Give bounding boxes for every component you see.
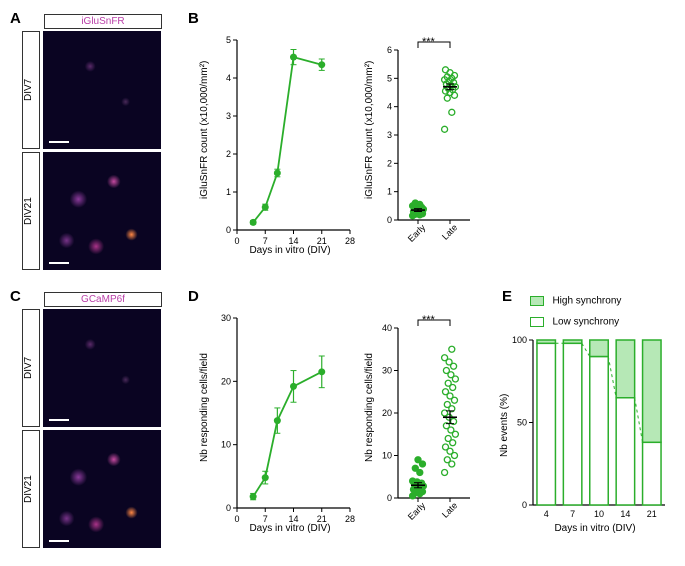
ylabel-b-scatter: iGluSnFR count (x10,000/mm²) <box>364 50 375 210</box>
channel-label-c: GCaMP6f <box>44 292 162 307</box>
panel-a-label: A <box>10 10 21 27</box>
xlabel-b-line: Days in vitro (DIV) <box>235 245 345 256</box>
svg-text:4: 4 <box>544 509 549 519</box>
svg-text:5: 5 <box>226 35 231 45</box>
channel-label-a: iGluSnFR <box>44 14 162 29</box>
panel-b-label: B <box>188 10 199 27</box>
line-chart-d: 071421280102030 <box>205 298 355 543</box>
svg-text:30: 30 <box>382 366 392 376</box>
micro-row-c2: DIV21 <box>22 430 167 548</box>
legend-low-swatch <box>530 317 544 327</box>
legend-high-swatch <box>530 296 544 306</box>
svg-text:5: 5 <box>387 73 392 83</box>
legend-low-text: Low synchrony <box>552 316 619 327</box>
line-chart-b: 07142128012345 <box>205 20 355 265</box>
scalebar <box>49 262 69 264</box>
panel-e-label: E <box>502 288 512 305</box>
svg-text:0: 0 <box>226 503 231 513</box>
panel-b-line-plot: 07142128012345 iGluSnFR count (x10,000/m… <box>205 20 355 265</box>
scalebar <box>49 141 69 143</box>
div-label-c1: DIV7 <box>22 309 40 427</box>
micro-img-c2 <box>43 430 161 548</box>
svg-text:2: 2 <box>226 149 231 159</box>
svg-text:Late: Late <box>440 222 459 241</box>
legend-high-text: High synchrony <box>552 295 621 306</box>
panel-c-label: C <box>10 288 21 305</box>
svg-text:7: 7 <box>570 509 575 519</box>
panel-a-micrographs: iGluSnFR DIV7 DIV21 <box>22 14 167 273</box>
scatter-chart-d: 0 10 20 30 40 Early Late <box>370 298 480 543</box>
panel-d-scatter-plot: 010203040EarlyLate Nb responding cells/f… <box>370 298 480 543</box>
svg-text:1: 1 <box>387 187 392 197</box>
svg-text:2: 2 <box>387 158 392 168</box>
svg-text:10: 10 <box>382 451 392 461</box>
div-label-c2: DIV21 <box>22 430 40 548</box>
div-label-a1: DIV7 <box>22 31 40 149</box>
svg-text:0: 0 <box>226 225 231 235</box>
ylabel-d-line: Nb responding cells/field <box>199 328 210 488</box>
svg-text:Early: Early <box>406 500 428 522</box>
panel-d-line-plot: 071421280102030 Nb responding cells/fiel… <box>205 298 355 543</box>
svg-text:3: 3 <box>226 111 231 121</box>
legend-high: High synchrony <box>530 292 621 310</box>
xlabel-e: Days in vitro (DIV) <box>535 523 655 534</box>
panel-c-micrographs: GCaMP6f DIV7 DIV21 <box>22 292 167 551</box>
svg-text:0: 0 <box>387 493 392 503</box>
scatter-chart-b: 0 1 2 3 4 5 6 Early Late <box>370 20 480 265</box>
panel-d-label: D <box>188 288 199 305</box>
xlabel-d-line: Days in vitro (DIV) <box>235 523 345 534</box>
panel-e-legend: High synchrony Low synchrony <box>530 292 621 334</box>
micro-row-c1: DIV7 <box>22 309 167 427</box>
ylabel-b-line: iGluSnFR count (x10,000/mm²) <box>199 50 210 210</box>
svg-text:4: 4 <box>387 102 392 112</box>
ylabel-d-scatter: Nb responding cells/field <box>364 328 375 488</box>
svg-text:3: 3 <box>387 130 392 140</box>
svg-text:6: 6 <box>387 45 392 55</box>
svg-text:100: 100 <box>512 335 527 345</box>
micro-row-a2: DIV21 <box>22 152 167 270</box>
micro-img-a2 <box>43 152 161 270</box>
svg-text:0: 0 <box>522 500 527 510</box>
svg-text:28: 28 <box>345 514 355 524</box>
div-label-a2: DIV21 <box>22 152 40 270</box>
svg-text:50: 50 <box>517 418 527 428</box>
svg-text:4: 4 <box>226 73 231 83</box>
svg-text:20: 20 <box>382 408 392 418</box>
svg-text:10: 10 <box>594 509 604 519</box>
svg-text:28: 28 <box>345 236 355 246</box>
svg-text:Late: Late <box>440 500 459 519</box>
svg-text:10: 10 <box>221 440 231 450</box>
stacked-bar-e: 0 50 100 4 7 10 14 21 <box>505 330 675 545</box>
svg-text:0: 0 <box>387 215 392 225</box>
svg-text:14: 14 <box>620 509 630 519</box>
panel-b-scatter-plot: 0123456EarlyLate iGluSnFR count (x10,000… <box>370 20 480 265</box>
scalebar <box>49 540 69 542</box>
svg-text:Early: Early <box>406 222 428 244</box>
svg-text:21: 21 <box>647 509 657 519</box>
panel-e-bar-plot: 05010047101421 Nb events (%) Days in vit… <box>505 330 675 545</box>
ylabel-e: Nb events (%) <box>499 350 510 500</box>
scalebar <box>49 419 69 421</box>
micro-img-c1 <box>43 309 161 427</box>
svg-text:30: 30 <box>221 313 231 323</box>
svg-text:40: 40 <box>382 323 392 333</box>
micro-img-a1 <box>43 31 161 149</box>
svg-text:20: 20 <box>221 376 231 386</box>
sig-b: *** <box>422 36 435 48</box>
sig-d: *** <box>422 314 435 326</box>
svg-text:1: 1 <box>226 187 231 197</box>
legend-low: Low synchrony <box>530 313 621 331</box>
micro-row-a1: DIV7 <box>22 31 167 149</box>
